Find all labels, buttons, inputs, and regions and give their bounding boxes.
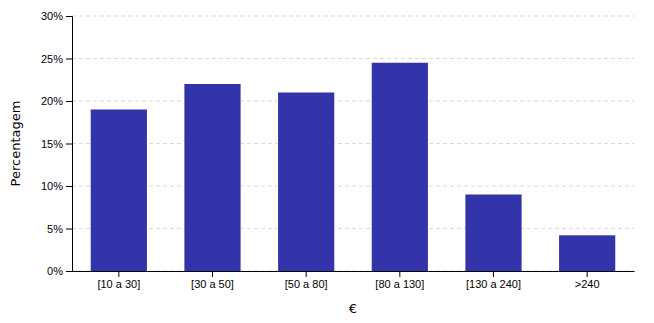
grid xyxy=(72,16,634,271)
tick-label: [50 a 80] xyxy=(285,278,328,290)
grid-line xyxy=(72,271,634,272)
tick: >240 xyxy=(575,271,600,290)
tick: 10% xyxy=(41,180,72,192)
bar xyxy=(465,195,521,272)
tick-label: [130 a 240] xyxy=(466,278,521,290)
tick-mark xyxy=(66,59,72,60)
tick-mark xyxy=(493,271,494,277)
bars xyxy=(91,63,616,271)
plot: [10 a 30] [30 a 50] [50 a 80] [80 a 130] [13… xyxy=(8,10,635,316)
tick-label: 20% xyxy=(41,95,63,107)
y-axis: 0% 5% 10% 15% 20% 25% 30% xyxy=(41,10,73,277)
tick: 5% xyxy=(47,223,72,235)
grid-line xyxy=(72,143,634,144)
grid-line xyxy=(72,16,634,17)
grid-line xyxy=(72,228,634,229)
tick-mark xyxy=(306,271,307,277)
tick: 25% xyxy=(41,53,72,65)
tick-label: [80 a 130] xyxy=(375,278,424,290)
bar xyxy=(278,93,334,272)
grid-line xyxy=(72,186,634,187)
bar xyxy=(184,84,240,271)
tick-mark xyxy=(212,271,213,277)
tick-label: 30% xyxy=(41,10,63,22)
tick: 15% xyxy=(41,138,72,150)
tick: 20% xyxy=(41,95,72,107)
tick-mark xyxy=(66,144,72,145)
tick-mark xyxy=(66,16,72,17)
tick-mark xyxy=(118,271,119,277)
bar xyxy=(372,63,428,271)
tick-label: 25% xyxy=(41,53,63,65)
tick-label: 15% xyxy=(41,138,63,150)
grid-line xyxy=(72,101,634,102)
tick-mark xyxy=(66,101,72,102)
tick: 0% xyxy=(47,265,72,277)
tick: [50 a 80] xyxy=(285,271,328,290)
tick-label: [10 a 30] xyxy=(97,278,140,290)
grid-line xyxy=(72,58,634,59)
tick: 30% xyxy=(41,10,72,22)
tick-label: >240 xyxy=(575,278,600,290)
tick-mark xyxy=(399,271,400,277)
bar xyxy=(91,110,147,272)
x-axis: [10 a 30] [30 a 50] [50 a 80] [80 a 130] [13… xyxy=(73,271,635,290)
x-axis-title: € xyxy=(349,301,357,316)
tick-label: 10% xyxy=(41,180,63,192)
tick-mark xyxy=(587,271,588,277)
tick: [10 a 30] xyxy=(97,271,140,290)
axis-line xyxy=(66,17,73,272)
y-axis-title: Percentagem xyxy=(8,101,23,187)
tick-label: 0% xyxy=(47,265,63,277)
tick-mark xyxy=(66,186,72,187)
chart: [10 a 30] [30 a 50] [50 a 80] [80 a 130] [13… xyxy=(0,0,654,323)
tick: [80 a 130] xyxy=(375,271,424,290)
bar xyxy=(559,235,615,271)
tick-mark xyxy=(66,229,72,230)
tick: [130 a 240] xyxy=(466,271,521,290)
tick-label: [30 a 50] xyxy=(191,278,234,290)
axis-line xyxy=(73,271,635,272)
tick: [30 a 50] xyxy=(191,271,234,290)
tick-mark xyxy=(66,271,72,272)
tick-label: 5% xyxy=(47,223,63,235)
